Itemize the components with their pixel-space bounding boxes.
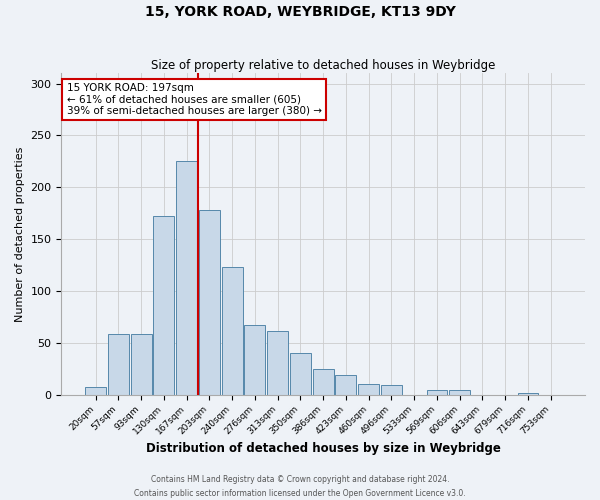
Bar: [85, 388, 106, 394]
Text: 15 YORK ROAD: 197sqm
← 61% of detached houses are smaller (605)
39% of semi-deta: 15 YORK ROAD: 197sqm ← 61% of detached h…: [67, 83, 322, 116]
Y-axis label: Number of detached properties: Number of detached properties: [15, 146, 25, 322]
Bar: [381, 386, 402, 394]
Bar: [108, 334, 129, 394]
Bar: [335, 375, 356, 394]
Bar: [518, 392, 538, 394]
Text: Contains HM Land Registry data © Crown copyright and database right 2024.
Contai: Contains HM Land Registry data © Crown c…: [134, 476, 466, 498]
Bar: [131, 334, 152, 394]
Bar: [176, 162, 197, 394]
Bar: [427, 390, 448, 394]
Bar: [154, 216, 175, 394]
Bar: [313, 368, 334, 394]
Bar: [267, 332, 288, 394]
Bar: [449, 390, 470, 394]
Bar: [358, 384, 379, 394]
Bar: [244, 325, 265, 394]
Bar: [222, 267, 242, 394]
Text: 15, YORK ROAD, WEYBRIDGE, KT13 9DY: 15, YORK ROAD, WEYBRIDGE, KT13 9DY: [145, 5, 455, 19]
Bar: [199, 210, 220, 394]
Title: Size of property relative to detached houses in Weybridge: Size of property relative to detached ho…: [151, 59, 496, 72]
Bar: [290, 353, 311, 395]
X-axis label: Distribution of detached houses by size in Weybridge: Distribution of detached houses by size …: [146, 442, 500, 455]
